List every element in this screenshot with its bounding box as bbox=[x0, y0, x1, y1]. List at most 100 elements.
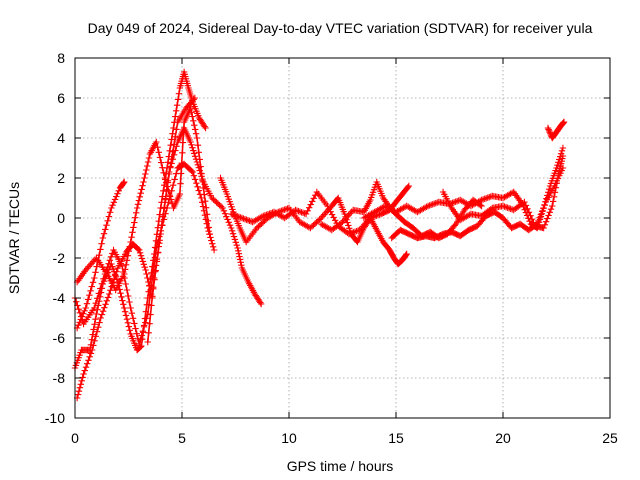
data-point-fill bbox=[169, 155, 177, 163]
data-point-fill bbox=[232, 239, 240, 246]
data-point-fill bbox=[163, 186, 170, 193]
data-point-fill bbox=[93, 263, 100, 270]
data-point-fill bbox=[75, 321, 82, 329]
data-point-fill bbox=[172, 107, 180, 115]
data-point-fill bbox=[90, 342, 97, 349]
data-point-fill bbox=[139, 258, 147, 265]
data-point-fill bbox=[82, 363, 90, 371]
data-point-fill bbox=[170, 151, 178, 159]
data-point-fill bbox=[558, 147, 566, 155]
data-point-fill bbox=[78, 377, 85, 385]
data-point-fill bbox=[539, 207, 546, 215]
data-point-fill bbox=[521, 206, 528, 213]
data-point-fill bbox=[106, 209, 114, 216]
data-point-fill bbox=[545, 126, 552, 133]
data-point bbox=[99, 234, 107, 242]
data-point-fill bbox=[237, 214, 244, 221]
series-arc-6 bbox=[144, 124, 265, 346]
data-point-fill bbox=[76, 384, 84, 391]
data-point-fill bbox=[156, 211, 163, 218]
data-point-fill bbox=[282, 205, 290, 213]
data-point-fill bbox=[197, 170, 204, 177]
data-point bbox=[549, 202, 556, 210]
data-point-fill bbox=[327, 208, 334, 215]
data-point-fill bbox=[118, 293, 125, 301]
y-tick-label: -2 bbox=[53, 250, 66, 266]
data-point-fill bbox=[312, 191, 319, 199]
data-point-fill bbox=[146, 282, 153, 290]
data-point-fill bbox=[263, 211, 270, 219]
data-point-fill bbox=[102, 226, 109, 233]
data-point-fill bbox=[404, 183, 412, 191]
data-point-fill bbox=[194, 141, 202, 149]
data-point-fill bbox=[191, 153, 199, 160]
data-point-fill bbox=[196, 167, 203, 174]
data-point-fill bbox=[113, 193, 120, 200]
data-point-fill bbox=[545, 185, 553, 193]
data-point-fill bbox=[134, 201, 142, 208]
data-point-fill bbox=[525, 209, 533, 216]
data-point-fill bbox=[86, 291, 93, 299]
data-point-fill bbox=[85, 357, 92, 364]
data-point-fill bbox=[351, 228, 359, 235]
data-point-fill bbox=[141, 315, 149, 322]
data-point-fill bbox=[131, 219, 138, 226]
data-point bbox=[99, 280, 107, 288]
data-point-fill bbox=[143, 166, 150, 174]
data-point bbox=[403, 250, 410, 258]
data-point bbox=[228, 224, 235, 232]
data-point bbox=[260, 212, 267, 220]
data-point-fill bbox=[547, 205, 555, 213]
data-point-fill bbox=[142, 170, 149, 178]
data-point-fill bbox=[192, 130, 200, 137]
data-point bbox=[424, 202, 432, 210]
data-point-fill bbox=[171, 176, 178, 183]
data-point-fill bbox=[109, 201, 116, 209]
data-point-fill bbox=[345, 222, 352, 229]
data-point bbox=[210, 246, 218, 254]
data-point-fill bbox=[191, 176, 199, 183]
data-point-fill bbox=[136, 193, 144, 201]
data-point-fill bbox=[98, 240, 105, 247]
data-point-fill bbox=[174, 96, 182, 103]
data-point-fill bbox=[209, 240, 216, 247]
data-point-fill bbox=[175, 90, 183, 97]
data-point bbox=[142, 266, 149, 274]
data-point-fill bbox=[172, 113, 179, 120]
data-point-fill bbox=[144, 274, 151, 282]
data-point-fill bbox=[314, 217, 322, 225]
data-point-fill bbox=[75, 305, 82, 313]
data-point-fill bbox=[172, 147, 179, 154]
data-point-fill bbox=[432, 199, 439, 207]
data-point-fill bbox=[76, 309, 84, 317]
data-point-fill bbox=[296, 208, 304, 215]
data-point-fill bbox=[530, 219, 537, 226]
data-point-fill bbox=[138, 332, 145, 339]
data-point-fill bbox=[151, 244, 159, 251]
data-point-fill bbox=[122, 261, 130, 269]
data-point-fill bbox=[337, 219, 345, 227]
data-point-fill bbox=[328, 211, 336, 218]
y-tick-label: 2 bbox=[57, 170, 65, 186]
data-point-fill bbox=[264, 211, 272, 218]
data-point bbox=[150, 274, 158, 282]
data-point-fill bbox=[87, 350, 95, 357]
data-point-fill bbox=[107, 253, 115, 261]
series-arc-5 bbox=[73, 178, 128, 332]
data-point-fill bbox=[538, 210, 546, 217]
data-point-fill bbox=[126, 298, 133, 306]
data-point-fill bbox=[78, 313, 86, 320]
data-point bbox=[127, 304, 134, 312]
data-point-fill bbox=[105, 213, 113, 220]
data-point-fill bbox=[220, 207, 228, 215]
data-point-fill bbox=[554, 161, 561, 169]
data-point-fill bbox=[229, 230, 237, 237]
y-tick-label: 4 bbox=[57, 130, 65, 146]
data-point-fill bbox=[231, 236, 239, 243]
data-point-fill bbox=[94, 306, 101, 313]
data-point-fill bbox=[195, 164, 203, 171]
data-point-fill bbox=[112, 272, 119, 279]
data-point bbox=[553, 164, 560, 172]
data-point bbox=[560, 118, 568, 126]
